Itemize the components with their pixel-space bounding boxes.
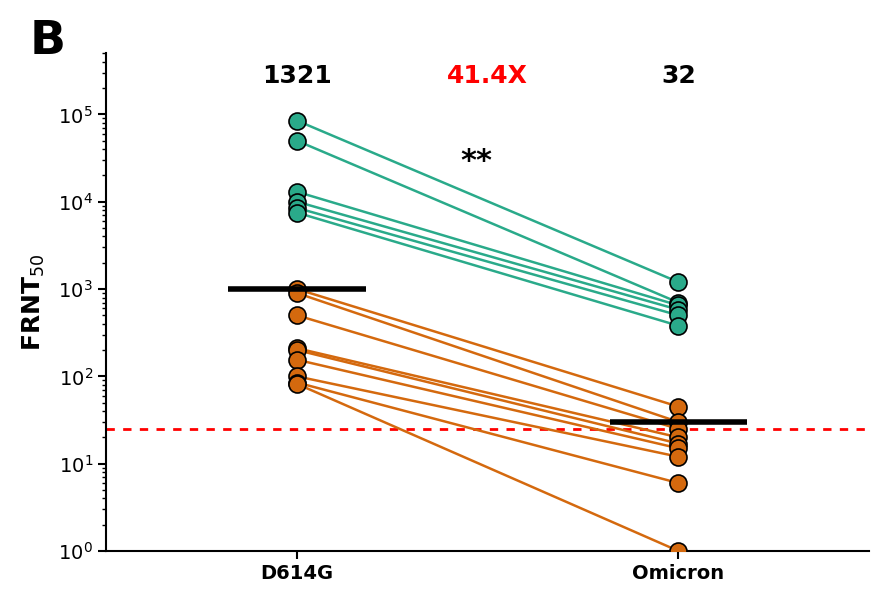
Point: [290, 203, 304, 213]
Point: [290, 288, 304, 298]
Point: [290, 310, 304, 320]
Point: [290, 379, 304, 389]
Point: [671, 301, 685, 310]
Point: [671, 298, 685, 307]
Text: 1321: 1321: [262, 64, 332, 88]
Point: [290, 345, 304, 355]
Point: [290, 371, 304, 381]
Text: 41.4X: 41.4X: [448, 64, 528, 88]
Point: [290, 355, 304, 365]
Point: [671, 277, 685, 287]
Point: [671, 424, 685, 434]
Text: 32: 32: [661, 64, 696, 88]
Point: [671, 452, 685, 461]
Text: B: B: [30, 19, 66, 63]
Point: [671, 439, 685, 448]
Point: [671, 478, 685, 488]
Point: [290, 116, 304, 126]
Point: [671, 305, 685, 315]
Point: [671, 321, 685, 330]
Point: [671, 443, 685, 453]
Point: [671, 432, 685, 442]
Point: [290, 197, 304, 207]
Y-axis label: FRNT$_{50}$: FRNT$_{50}$: [20, 254, 47, 351]
Point: [290, 136, 304, 146]
Point: [290, 378, 304, 387]
Point: [290, 208, 304, 217]
Point: [290, 344, 304, 353]
Text: **: **: [460, 147, 492, 176]
Point: [290, 284, 304, 294]
Point: [671, 310, 685, 320]
Point: [671, 546, 685, 556]
Point: [290, 187, 304, 197]
Point: [671, 402, 685, 411]
Point: [671, 417, 685, 427]
